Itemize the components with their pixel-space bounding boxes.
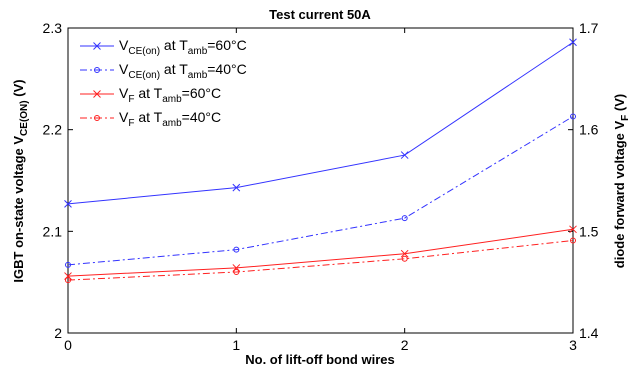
y-right-tick-label: 1.7: [579, 20, 599, 36]
legend-entry: VF at Tamb=40°C: [80, 109, 221, 129]
data-point: [569, 225, 577, 234]
axis-ticks: 0 1 2 3 2 2.1 2.2 2.3 1.4 1.5 1.6 1.7: [43, 20, 599, 353]
y-left-title-main: IGBT on-state voltage V: [11, 136, 26, 283]
y-right-tick-label: 1.6: [579, 122, 599, 138]
data-point: [401, 255, 408, 262]
x-tick-label: 0: [64, 337, 72, 353]
legend-marker: [94, 67, 100, 73]
data-point: [233, 246, 240, 253]
legend-marker: [94, 115, 100, 121]
data-point: [570, 237, 576, 244]
series-line: [67, 41, 574, 205]
y-left-title-sub: CE(ON): [19, 100, 30, 136]
data-point: [400, 249, 409, 258]
y-left-tick-label: 2: [54, 325, 62, 341]
legend-entry: VF at Tamb=60°C: [80, 85, 221, 105]
data-point: [233, 269, 240, 275]
series-layer: [64, 38, 577, 284]
y-left-title-unit: (V): [11, 79, 26, 100]
legend-entry: VCE(on) at Tamb=40°C: [80, 61, 247, 81]
legend-label: VF at Tamb=40°C: [119, 109, 221, 129]
y-right-title-main: diode forward voltage V: [612, 121, 627, 269]
y-right-tick-label: 1.4: [579, 325, 599, 341]
legend-box: [74, 33, 300, 140]
x-tick-label: 1: [232, 337, 240, 353]
series-line: [67, 116, 574, 266]
y-right-tick-label: 1.5: [579, 223, 599, 239]
series-2: [65, 113, 576, 268]
data-point: [232, 183, 241, 192]
y-left-tick-label: 2.2: [43, 122, 63, 138]
x-axis-title: No. of lift-off bond wires: [245, 352, 394, 367]
data-point: [569, 38, 577, 47]
data-point: [401, 215, 408, 222]
series-line: [67, 239, 574, 281]
data-point: [65, 277, 71, 284]
legend-label: VCE(on) at Tamb=60°C: [119, 37, 247, 57]
legend-label: VCE(on) at Tamb=40°C: [119, 61, 247, 81]
x-tick-label: 3: [569, 337, 577, 353]
y-right-title-unit: (V): [612, 94, 627, 115]
data-point: [400, 151, 409, 159]
series-4: [65, 237, 576, 284]
legend-marker: [93, 42, 101, 50]
y-axis-left-title: IGBT on-state voltage VCE(ON) (V): [11, 79, 30, 282]
legend-marker: [93, 90, 101, 98]
data-point: [570, 113, 576, 120]
data-point: [64, 200, 72, 208]
y-left-tick-label: 2.1: [43, 223, 63, 239]
y-axis-right-title: diode forward voltage VF (V): [612, 94, 631, 268]
legend-label: VF at Tamb=60°C: [119, 85, 221, 105]
data-point: [65, 261, 71, 268]
legend-entry: VCE(on) at Tamb=60°C: [80, 37, 247, 57]
y-right-title-sub: F: [620, 115, 631, 121]
legend: VCE(on) at Tamb=60°C VCE(on) at Tamb=40°C…: [74, 33, 300, 140]
series-1: [64, 38, 577, 208]
series-line: [67, 228, 574, 277]
x-tick-label: 2: [401, 337, 409, 353]
chart-title: Test current 50A: [269, 7, 371, 22]
y-left-tick-label: 2.3: [43, 20, 63, 36]
